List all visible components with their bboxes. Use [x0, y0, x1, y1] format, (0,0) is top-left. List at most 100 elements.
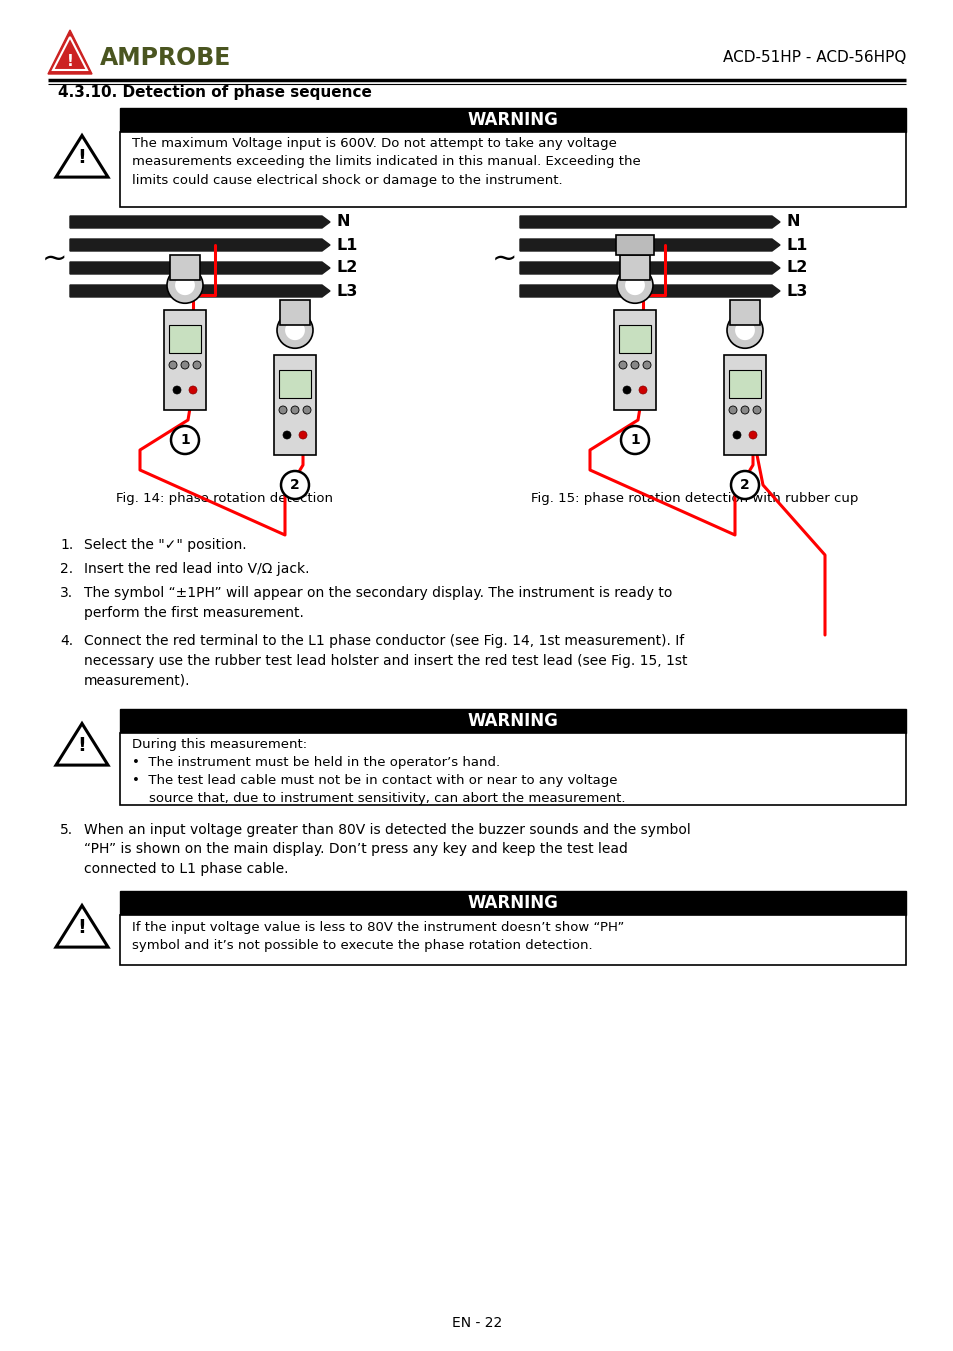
Text: L3: L3: [786, 284, 807, 299]
Polygon shape: [170, 255, 200, 280]
Circle shape: [278, 407, 287, 413]
Text: When an input voltage greater than 80V is detected the buzzer sounds and the sym: When an input voltage greater than 80V i…: [84, 823, 690, 875]
Circle shape: [735, 320, 754, 340]
Bar: [614, 309, 656, 409]
Circle shape: [642, 361, 650, 369]
Circle shape: [189, 386, 196, 394]
Polygon shape: [56, 724, 108, 765]
Circle shape: [167, 267, 203, 303]
Circle shape: [175, 276, 194, 295]
Circle shape: [171, 426, 199, 454]
Bar: [278, 370, 311, 399]
Bar: [120, 734, 905, 805]
Text: L1: L1: [336, 238, 358, 253]
Circle shape: [172, 386, 181, 394]
Text: L1: L1: [786, 238, 807, 253]
Polygon shape: [519, 285, 780, 297]
Circle shape: [291, 407, 298, 413]
Polygon shape: [519, 216, 780, 228]
Circle shape: [298, 431, 307, 439]
Polygon shape: [70, 239, 330, 251]
Circle shape: [622, 386, 630, 394]
Text: 3.: 3.: [60, 586, 73, 600]
Circle shape: [730, 471, 759, 499]
Text: 5.: 5.: [60, 823, 73, 838]
Text: !: !: [77, 149, 87, 168]
Text: !: !: [77, 736, 87, 755]
Text: L2: L2: [336, 261, 358, 276]
Text: During this measurement:
•  The instrument must be held in the operator’s hand.
: During this measurement: • The instrumen…: [132, 738, 625, 805]
Text: WARNING: WARNING: [467, 712, 558, 730]
Circle shape: [726, 312, 762, 349]
Text: Connect the red terminal to the L1 phase conductor (see Fig. 14, 1st measurement: Connect the red terminal to the L1 phase…: [84, 634, 687, 688]
Circle shape: [285, 320, 305, 340]
Text: L2: L2: [786, 261, 807, 276]
Text: 2: 2: [740, 478, 749, 492]
Bar: [618, 326, 650, 353]
Text: 1.: 1.: [60, 538, 73, 553]
Text: Fig. 14: phase rotation detection: Fig. 14: phase rotation detection: [116, 492, 334, 505]
Polygon shape: [729, 300, 760, 324]
Text: N: N: [786, 215, 800, 230]
Bar: [723, 355, 765, 455]
Circle shape: [624, 276, 644, 295]
Text: 1: 1: [180, 434, 190, 447]
Circle shape: [748, 431, 757, 439]
Polygon shape: [70, 216, 330, 228]
Circle shape: [181, 361, 189, 369]
Bar: [169, 326, 201, 353]
Text: ~: ~: [492, 245, 517, 274]
Text: 2.: 2.: [60, 562, 73, 576]
Circle shape: [276, 312, 313, 349]
Bar: [120, 132, 905, 207]
Text: The maximum Voltage input is 600V. Do not attempt to take any voltage
measuremen: The maximum Voltage input is 600V. Do no…: [132, 136, 640, 186]
Circle shape: [752, 407, 760, 413]
Polygon shape: [56, 905, 108, 947]
Polygon shape: [519, 262, 780, 274]
Text: L3: L3: [336, 284, 358, 299]
Polygon shape: [619, 255, 649, 280]
Circle shape: [630, 361, 639, 369]
Polygon shape: [48, 30, 91, 74]
Bar: [274, 355, 315, 455]
Circle shape: [283, 431, 291, 439]
Text: Insert the red lead into V/Ω jack.: Insert the red lead into V/Ω jack.: [84, 562, 309, 576]
Text: !: !: [67, 54, 73, 69]
Text: WARNING: WARNING: [467, 111, 558, 128]
Circle shape: [169, 361, 177, 369]
Bar: [728, 370, 760, 399]
Text: 4.: 4.: [60, 634, 73, 648]
Text: Select the "✓" position.: Select the "✓" position.: [84, 538, 247, 553]
Text: N: N: [336, 215, 350, 230]
Text: AMPROBE: AMPROBE: [100, 46, 232, 70]
Text: 2: 2: [290, 478, 299, 492]
Polygon shape: [56, 135, 108, 177]
Text: ~: ~: [42, 245, 68, 274]
Bar: [120, 108, 905, 132]
Text: The symbol “±1PH” will appear on the secondary display. The instrument is ready : The symbol “±1PH” will appear on the sec…: [84, 586, 672, 620]
Bar: [120, 892, 905, 915]
Bar: [120, 915, 905, 965]
Text: 4.3.10. Detection of phase sequence: 4.3.10. Detection of phase sequence: [58, 85, 372, 100]
Circle shape: [618, 361, 626, 369]
Text: EN - 22: EN - 22: [452, 1316, 501, 1329]
Circle shape: [303, 407, 311, 413]
Bar: [120, 709, 905, 734]
Circle shape: [639, 386, 646, 394]
Text: 1: 1: [630, 434, 639, 447]
Circle shape: [620, 426, 648, 454]
Text: !: !: [77, 919, 87, 938]
Text: WARNING: WARNING: [467, 894, 558, 912]
Text: If the input voltage value is less to 80V the instrument doesn’t show “PH”
symbo: If the input voltage value is less to 80…: [132, 921, 623, 952]
Circle shape: [281, 471, 309, 499]
Circle shape: [617, 267, 652, 303]
Circle shape: [193, 361, 201, 369]
Text: ACD-51HP - ACD-56HPQ: ACD-51HP - ACD-56HPQ: [721, 50, 905, 65]
Circle shape: [728, 407, 737, 413]
Circle shape: [732, 431, 740, 439]
Text: Fig. 15: phase rotation detection with rubber cup: Fig. 15: phase rotation detection with r…: [531, 492, 858, 505]
Polygon shape: [70, 262, 330, 274]
Circle shape: [740, 407, 748, 413]
Polygon shape: [280, 300, 310, 324]
Bar: [616, 235, 654, 255]
